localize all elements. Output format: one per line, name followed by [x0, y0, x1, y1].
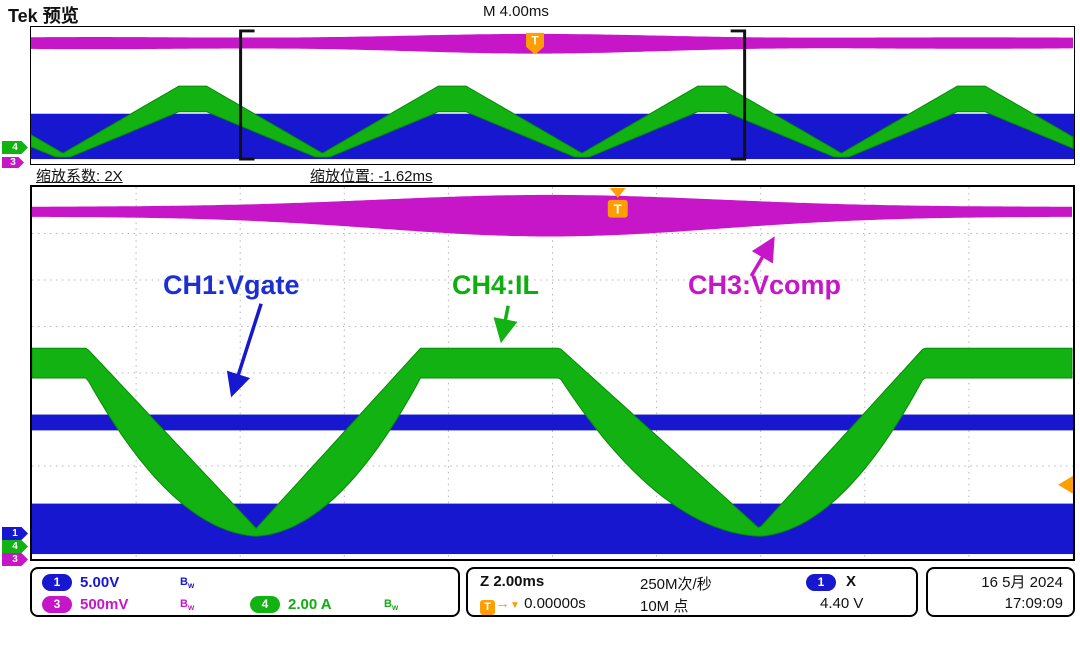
ch1-badge[interactable]: 1: [42, 574, 72, 591]
trigger-position-readout[interactable]: T →▼ 0.00000s: [480, 595, 586, 615]
ch3-ground-flag-zoom[interactable]: 3: [2, 553, 28, 566]
annotation-ch1-vgate: CH1:Vgate: [163, 270, 300, 300]
svg-text:T: T: [614, 202, 622, 217]
header-brand: Tek 预览: [8, 2, 79, 28]
acquisition-mode-label: 预览: [42, 6, 79, 26]
main-timebase-readout[interactable]: M 4.00ms: [483, 3, 549, 20]
ch3-ground-flag-overview[interactable]: 3: [2, 157, 24, 168]
tek-logo: Tek: [8, 6, 38, 26]
ch1-scale-readout[interactable]: 5.00V: [80, 574, 120, 591]
ch4-ground-flag-overview[interactable]: 4: [2, 141, 28, 154]
trigger-level-readout[interactable]: 4.40 V: [820, 595, 864, 612]
horizontal-trigger-readout-box[interactable]: Z 2.00ms 250M次/秒 1 X T →▼ 0.00000s 10M 点 …: [466, 567, 918, 617]
trigger-source-badge[interactable]: 1: [806, 574, 836, 591]
ch3-badge[interactable]: 3: [42, 596, 72, 613]
ch4-scale-readout[interactable]: 2.00 A: [288, 596, 332, 613]
ch1-ground-flag-zoom[interactable]: 1: [2, 527, 28, 540]
ch4-badge[interactable]: 4: [250, 596, 280, 613]
date-readout: 16 5月 2024: [981, 574, 1063, 591]
sample-rate-readout: 250M次/秒: [640, 576, 712, 593]
zoom-waveform-panel[interactable]: T: [30, 185, 1075, 561]
trigger-time-value: 0.00000s: [524, 595, 586, 612]
trigger-slope-icon: ▼: [510, 600, 520, 611]
overview-waveform-svg: T: [31, 29, 1074, 161]
record-length-readout: 10M 点: [640, 598, 689, 615]
ch1-bandwidth-badge: Bw: [180, 576, 195, 591]
trigger-type-readout[interactable]: X: [846, 573, 857, 590]
overview-waveform-panel[interactable]: T: [30, 26, 1075, 165]
channel-readout-box[interactable]: 1 5.00V Bw 3 500mV Bw 4 2.00 A Bw: [30, 567, 460, 617]
zoom-position-label[interactable]: 缩放位置: -1.62ms: [310, 168, 433, 185]
time-readout: 17:09:09: [1004, 595, 1063, 612]
ch3-scale-readout[interactable]: 500mV: [80, 596, 129, 613]
zoom-timebase-readout[interactable]: Z 2.00ms: [480, 573, 545, 590]
date-time-box: 16 5月 2024 17:09:09: [926, 567, 1075, 617]
svg-text:T: T: [531, 34, 539, 48]
ch4-ground-flag-zoom[interactable]: 4: [2, 540, 28, 553]
zoom-waveform-svg: T: [32, 187, 1073, 559]
ch3-bandwidth-badge: Bw: [180, 598, 195, 613]
annotation-ch4-il: CH4:IL: [452, 270, 539, 300]
annotation-ch3-vcomp: CH3:Vcomp: [688, 270, 842, 300]
trigger-arrow-icon: →: [495, 595, 510, 612]
trigger-t-icon: T: [480, 600, 495, 615]
zoom-factor-label[interactable]: 缩放系数: 2X: [36, 168, 123, 185]
ch4-bandwidth-badge: Bw: [384, 598, 399, 613]
